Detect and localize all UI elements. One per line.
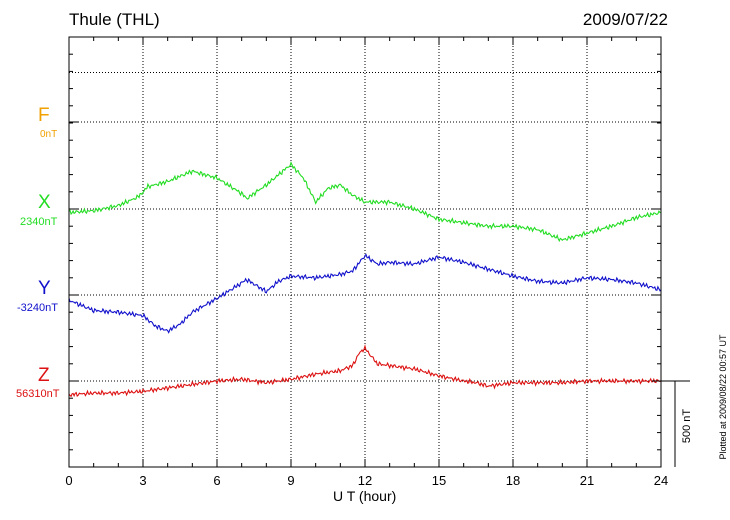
plotted-timestamp: Plotted at 2009/08/22 00:57 UT (718, 334, 728, 460)
series-y-name: Y (38, 278, 51, 299)
series-f-name: F (38, 105, 50, 126)
plot-frame (68, 36, 662, 468)
series-z-baseline: 56310nT (16, 388, 60, 400)
series-x-name: X (38, 192, 51, 213)
x-tick-label: 18 (506, 473, 520, 488)
z-trace (68, 344, 662, 398)
station-title: Thule (THL) (69, 10, 160, 29)
x-tick-label: 21 (580, 473, 594, 488)
grid-lines (69, 37, 661, 467)
series-f-baseline: 0nT (40, 129, 58, 140)
series-x-baseline: 2340nT (20, 216, 58, 228)
y-trace (68, 253, 662, 334)
x-tick-label: 24 (654, 473, 668, 488)
x-tick-label: 15 (432, 473, 446, 488)
x-tick-label: 9 (287, 473, 294, 488)
x-axis-ticks: 0 3 6 9 12 15 18 21 24 (65, 37, 668, 488)
date-label: 2009/07/22 (582, 10, 668, 29)
x-tick-label: 3 (139, 473, 146, 488)
x-axis-title: U T (hour) (333, 488, 397, 504)
data-traces (68, 161, 662, 398)
scale-bar-label: 500 nT (681, 408, 693, 444)
y-axis-ticks (69, 36, 661, 468)
x-tick-label: 0 (65, 473, 72, 488)
x-tick-label: 12 (358, 473, 372, 488)
x-trace (68, 161, 662, 243)
scale-bar (661, 380, 690, 467)
x-tick-label: 6 (213, 473, 220, 488)
series-z-name: Z (38, 365, 50, 386)
series-y-baseline: -3240nT (17, 302, 58, 314)
